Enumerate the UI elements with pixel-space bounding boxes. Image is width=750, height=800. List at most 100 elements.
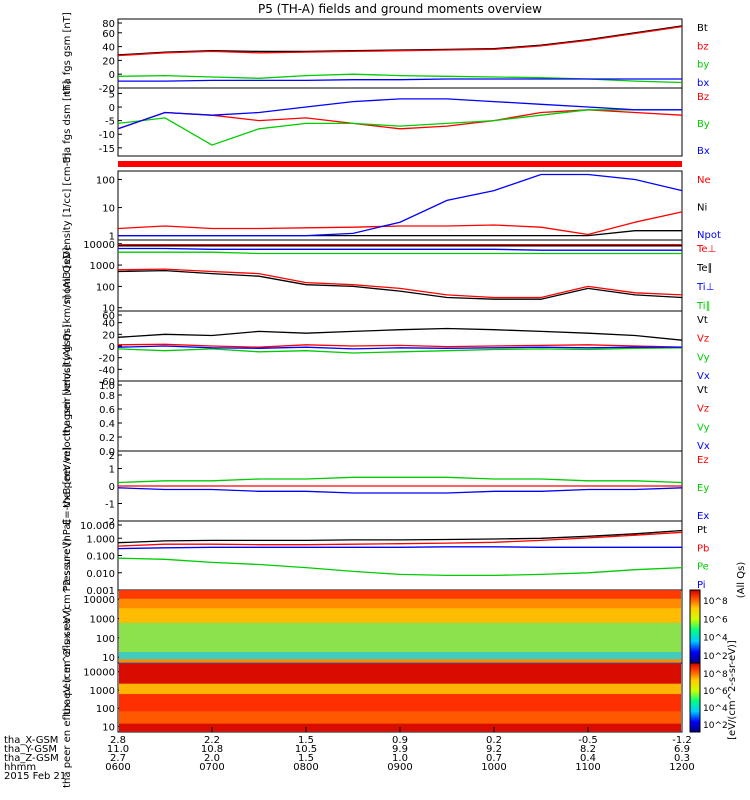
legend-entry: Te∥ bbox=[696, 263, 713, 274]
y-tick-label: 1.0 bbox=[99, 381, 115, 392]
colorbar-tick-label: 10^6 bbox=[703, 687, 728, 697]
ephemeris-value: -0.5 bbox=[578, 735, 598, 746]
ephemeris-value: 1.5 bbox=[298, 753, 314, 764]
y-axis-label: tha peer velocity gsm [km/s] (All Qs) bbox=[62, 324, 73, 508]
panel-2 bbox=[118, 161, 682, 167]
legend-entry: Pb bbox=[697, 543, 709, 554]
panel-1: 5 0 -5 -10 -15 tha fgs dsm [nT] Bz By Bx bbox=[62, 81, 710, 164]
spectrogram-band bbox=[119, 683, 681, 695]
y-tick-label: 10 bbox=[102, 653, 115, 664]
y-tick-label: 0 bbox=[109, 103, 115, 114]
series-line-ne bbox=[117, 211, 683, 236]
ephemeris-value: 10.5 bbox=[295, 744, 317, 755]
series-line-npot bbox=[118, 173, 683, 237]
y-tick-label: 1000 bbox=[90, 615, 115, 626]
y-tick-label: -40 bbox=[99, 365, 115, 376]
spectrogram-band bbox=[119, 608, 681, 623]
ephemeris-value: 0.4 bbox=[580, 753, 596, 764]
panel-4: 10000 1000 100 10 mom3 [eV] Te⊥ Te∥ Ti⊥ Ti∥ bbox=[62, 239, 716, 315]
ephemeris-value: 0.7 bbox=[486, 753, 502, 764]
ephemeris-value: 11.0 bbox=[107, 744, 129, 755]
y-axis-label: mom3 [eV] bbox=[62, 247, 73, 303]
y-tick-label: 0 bbox=[109, 482, 115, 493]
legend-entry: Ex bbox=[697, 511, 709, 522]
y-tick-label: 0.0 bbox=[99, 447, 115, 458]
legend-entry: Ti∥ bbox=[696, 301, 711, 312]
ephemeris-value: 9.9 bbox=[392, 744, 408, 755]
series-line-ti- bbox=[118, 251, 682, 255]
ephemeris-value: 2.2 bbox=[204, 735, 220, 746]
ephemeris-value: 2.7 bbox=[110, 753, 126, 764]
series-line-vz bbox=[117, 343, 683, 348]
y-axis-label: tha peir en eflux eV (cm^2-s-sr-eV) bbox=[62, 538, 73, 715]
panel-9: 10000 1000 100 10 tha peir en eflux eV (cm^2… bbox=[62, 538, 683, 715]
colorbar-side-label: (All Qs) bbox=[736, 562, 747, 599]
y-tick-label: 0.001 bbox=[86, 586, 115, 597]
y-tick-label: 10 bbox=[102, 723, 115, 734]
y-tick-label: 0.4 bbox=[99, 419, 115, 430]
y-tick-label: 10 bbox=[102, 304, 115, 315]
colorbar bbox=[689, 589, 701, 664]
panel-10: 10000 1000 100 10 tha peer en eflux eV (cm^2… bbox=[62, 607, 683, 788]
legend-entry: Pt bbox=[697, 525, 707, 536]
ephemeris-value: 2.0 bbox=[204, 753, 220, 764]
y-tick-label: 10 bbox=[102, 204, 115, 215]
panel-frame bbox=[117, 170, 683, 241]
series-line-bx bbox=[118, 78, 682, 82]
series-line-pe bbox=[117, 557, 683, 577]
ephemeris-value: 0700 bbox=[199, 762, 224, 773]
y-tick-label: -1 bbox=[105, 500, 115, 511]
y-tick-label: 0 bbox=[109, 342, 115, 353]
legend-entry: Npot bbox=[697, 230, 721, 241]
series-line-bx bbox=[117, 98, 682, 130]
legend-entry: Bt bbox=[697, 23, 708, 34]
figure-title: P5 (TH-A) fields and ground moments over… bbox=[258, 2, 542, 16]
ephemeris-value: 0.2 bbox=[486, 735, 502, 746]
ephemeris-row-label: tha_X-GSM bbox=[4, 735, 58, 746]
y-tick-label: 1000 bbox=[90, 261, 115, 272]
y-axis-label: Density [1/cc] [cm-3] bbox=[62, 152, 73, 258]
legend-entry: bx bbox=[697, 78, 709, 89]
colorbar-tick-label: 10^8 bbox=[703, 670, 728, 680]
legend-entry: Vx bbox=[697, 441, 710, 452]
y-tick-label: 0.2 bbox=[99, 433, 115, 444]
y-tick-label: 0.100 bbox=[86, 552, 115, 563]
y-axis-label: tha fgs dsm [nT] bbox=[62, 81, 73, 164]
colorbars: 10^8 10^6 10^4 10^2 10^8 10^6 10^4 10^2 [eV/(cm^… bbox=[689, 562, 747, 740]
y-tick-label: 0.8 bbox=[99, 391, 115, 402]
legend-entry: Te⊥ bbox=[696, 244, 716, 255]
ephemeris-row-label: 2015 Feb 21 bbox=[4, 771, 66, 782]
series-line-pt bbox=[117, 529, 683, 544]
y-tick-label: -2 bbox=[105, 517, 115, 528]
legend-entry: By bbox=[697, 119, 710, 130]
ephemeris-row-label: tha_Z-GSM bbox=[4, 753, 59, 764]
series-line-ey bbox=[117, 476, 683, 484]
y-tick-label: 10000 bbox=[83, 595, 115, 606]
y-tick-label: 20 bbox=[102, 330, 115, 341]
ephemeris-value: 10.8 bbox=[201, 744, 223, 755]
spectrogram-band bbox=[119, 590, 681, 599]
ephemeris-value: 1000 bbox=[481, 762, 506, 773]
spectrogram-band bbox=[119, 652, 681, 660]
series-line-pi bbox=[117, 546, 682, 550]
ephemeris-value: 9.2 bbox=[486, 744, 502, 755]
panel-frame bbox=[117, 520, 683, 591]
panel-7: 2 1 0 -1 -2 E=-VxB [mV/m] Ez Ey Ex bbox=[62, 447, 709, 528]
y-axis-label: tha peer en eflux eV (cm^2-s-sr-eV) bbox=[62, 607, 73, 788]
y-tick-label: 1 bbox=[109, 465, 115, 476]
series-line-bz bbox=[117, 25, 683, 57]
legend-entry: Pi bbox=[697, 580, 706, 591]
y-tick-label: 100 bbox=[96, 282, 115, 293]
ephemeris-value: 6.9 bbox=[674, 744, 690, 755]
y-tick-label: -60 bbox=[99, 377, 115, 388]
y-tick-label: -5 bbox=[105, 117, 115, 128]
colorbar-tick-label: 10^2 bbox=[703, 721, 728, 731]
y-axis-label: tha peir velocity gsm [km/s] (All Qs) bbox=[62, 256, 73, 437]
ephemeris-value: 0600 bbox=[105, 762, 130, 773]
legend-entry: Bx bbox=[697, 146, 710, 157]
y-tick-label: 100 bbox=[96, 634, 115, 645]
legend-entry: Ti⊥ bbox=[696, 282, 714, 293]
status-bar bbox=[118, 161, 682, 167]
